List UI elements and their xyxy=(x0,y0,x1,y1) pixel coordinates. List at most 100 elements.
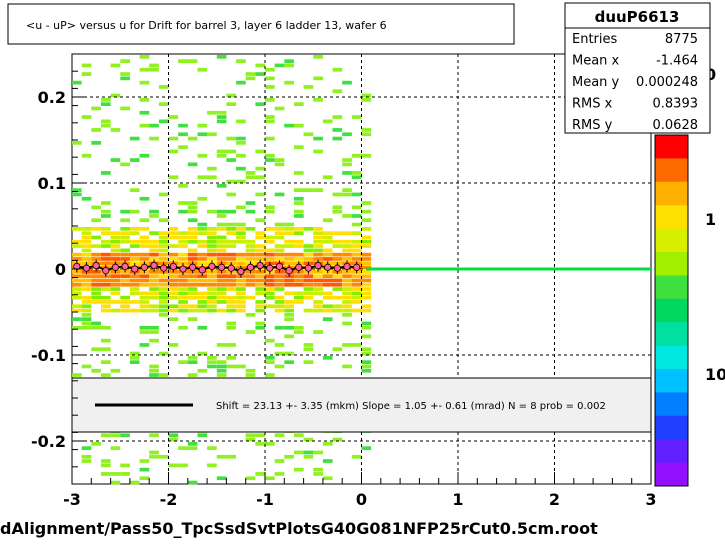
heatmap-cell xyxy=(178,308,188,313)
heatmap-cell xyxy=(361,364,372,369)
stats-label: Entries xyxy=(572,32,618,47)
heatmap-cell xyxy=(197,278,208,283)
heatmap-cell xyxy=(197,274,208,278)
heatmap-cell xyxy=(187,446,198,450)
heatmap-cell xyxy=(149,330,159,334)
heatmap-cell xyxy=(342,295,352,300)
heatmap-cell xyxy=(168,244,179,248)
heatmap-cell xyxy=(236,308,246,313)
heatmap-cell xyxy=(120,59,130,63)
heatmap-cell xyxy=(207,446,217,450)
palette-label: 1 xyxy=(705,210,716,229)
heatmap-cell xyxy=(216,257,227,261)
heatmap-cell xyxy=(274,304,285,309)
profile-point xyxy=(285,267,293,275)
heatmap-cell xyxy=(91,295,101,300)
heatmap-cell xyxy=(265,158,275,162)
heatmap-cell xyxy=(91,244,101,248)
heatmap-cell xyxy=(187,209,198,214)
heatmap-cell xyxy=(168,291,179,296)
heatmap-cell xyxy=(332,115,343,119)
heatmap-cell xyxy=(187,317,198,321)
heatmap-cell xyxy=(294,209,304,214)
profile-point xyxy=(160,264,168,272)
heatmap-cell xyxy=(245,433,256,438)
heatmap-cell xyxy=(294,244,304,248)
heatmap-cell xyxy=(274,278,285,283)
heatmap-cell xyxy=(284,300,294,304)
heatmap-cell xyxy=(342,239,352,244)
heatmap-cell xyxy=(313,98,323,102)
heatmap-cell xyxy=(197,308,208,313)
heatmap-cell xyxy=(197,325,208,330)
stats-label: Mean y xyxy=(572,75,620,90)
heatmap-cell xyxy=(72,295,82,300)
heatmap-cell xyxy=(284,244,294,248)
heatmap-cell xyxy=(313,274,323,278)
stats-label: Mean x xyxy=(572,54,620,69)
heatmap-cell xyxy=(187,278,198,283)
heatmap-cell xyxy=(274,235,285,240)
heatmap-cell xyxy=(342,188,352,192)
palette-swatch xyxy=(655,462,688,487)
heatmap-cell xyxy=(168,278,179,283)
heatmap-cell xyxy=(313,282,323,287)
heatmap-cell xyxy=(81,153,92,158)
heatmap-cell xyxy=(274,257,285,261)
heatmap-cell xyxy=(178,304,188,309)
heatmap-cell xyxy=(274,63,285,68)
heatmap-cell xyxy=(265,295,275,300)
heatmap-cell xyxy=(129,480,140,485)
heatmap-cell xyxy=(149,308,159,313)
palette-swatch xyxy=(655,158,688,183)
axes: -3 -2 -1 0 1 2 3 -0.2 -0.1 0 0.1 0.2 xyxy=(31,53,657,509)
heatmap-cell xyxy=(303,450,314,455)
stats-rows: Entries 8775 Mean x -1.464 Mean y 0.000248 RMS… xyxy=(572,32,698,133)
heatmap-cell xyxy=(245,278,256,283)
heatmap-cell xyxy=(120,248,130,253)
heatmap-cell xyxy=(216,282,227,287)
heatmap-cell xyxy=(91,287,101,291)
y-tick-label: 0.2 xyxy=(38,88,66,107)
heatmap-cell xyxy=(178,291,188,296)
heatmap-cell xyxy=(265,85,275,89)
heatmap-cell xyxy=(303,248,314,253)
heatmap-cell xyxy=(120,433,130,438)
heatmap-cell xyxy=(197,153,208,158)
heatmap-cell xyxy=(216,110,227,115)
heatmap-cell xyxy=(361,287,372,291)
heatmap-cell xyxy=(294,171,304,175)
heatmap-cell xyxy=(342,214,352,218)
heatmap-cell xyxy=(139,218,150,223)
heatmap-cell xyxy=(284,261,294,266)
heatmap-cell xyxy=(139,123,150,128)
profile-point xyxy=(295,263,303,271)
heatmap-cell xyxy=(91,128,101,132)
heatmap-cell xyxy=(81,278,92,283)
heatmap-cell xyxy=(120,209,130,214)
heatmap-cell xyxy=(226,454,237,459)
heatmap-cell xyxy=(332,239,343,244)
heatmap-cell xyxy=(207,132,217,137)
heatmap-cell xyxy=(351,287,362,291)
heatmap-cell xyxy=(110,291,121,296)
heatmap-cell xyxy=(303,132,314,137)
heatmap-cell xyxy=(81,244,92,248)
heatmap-cell xyxy=(139,67,150,72)
y-tick-label: -0.2 xyxy=(31,432,66,451)
heatmap-cell xyxy=(91,227,101,231)
heatmap-cell xyxy=(265,252,275,257)
heatmap-cell xyxy=(101,433,111,438)
heatmap-cell xyxy=(149,67,159,72)
heatmap-cell xyxy=(265,248,275,253)
heatmap-cell xyxy=(342,162,352,167)
heatmap-cell xyxy=(81,313,92,317)
y-tick-label: 0 xyxy=(55,260,66,279)
heatmap-cell xyxy=(294,325,304,330)
heatmap-cell xyxy=(197,351,208,356)
heatmap-cell xyxy=(129,308,140,313)
heatmap-cell xyxy=(101,119,111,124)
heatmap-cell xyxy=(245,437,256,442)
heatmap-cell xyxy=(245,201,256,205)
heatmap-cell xyxy=(187,201,198,205)
